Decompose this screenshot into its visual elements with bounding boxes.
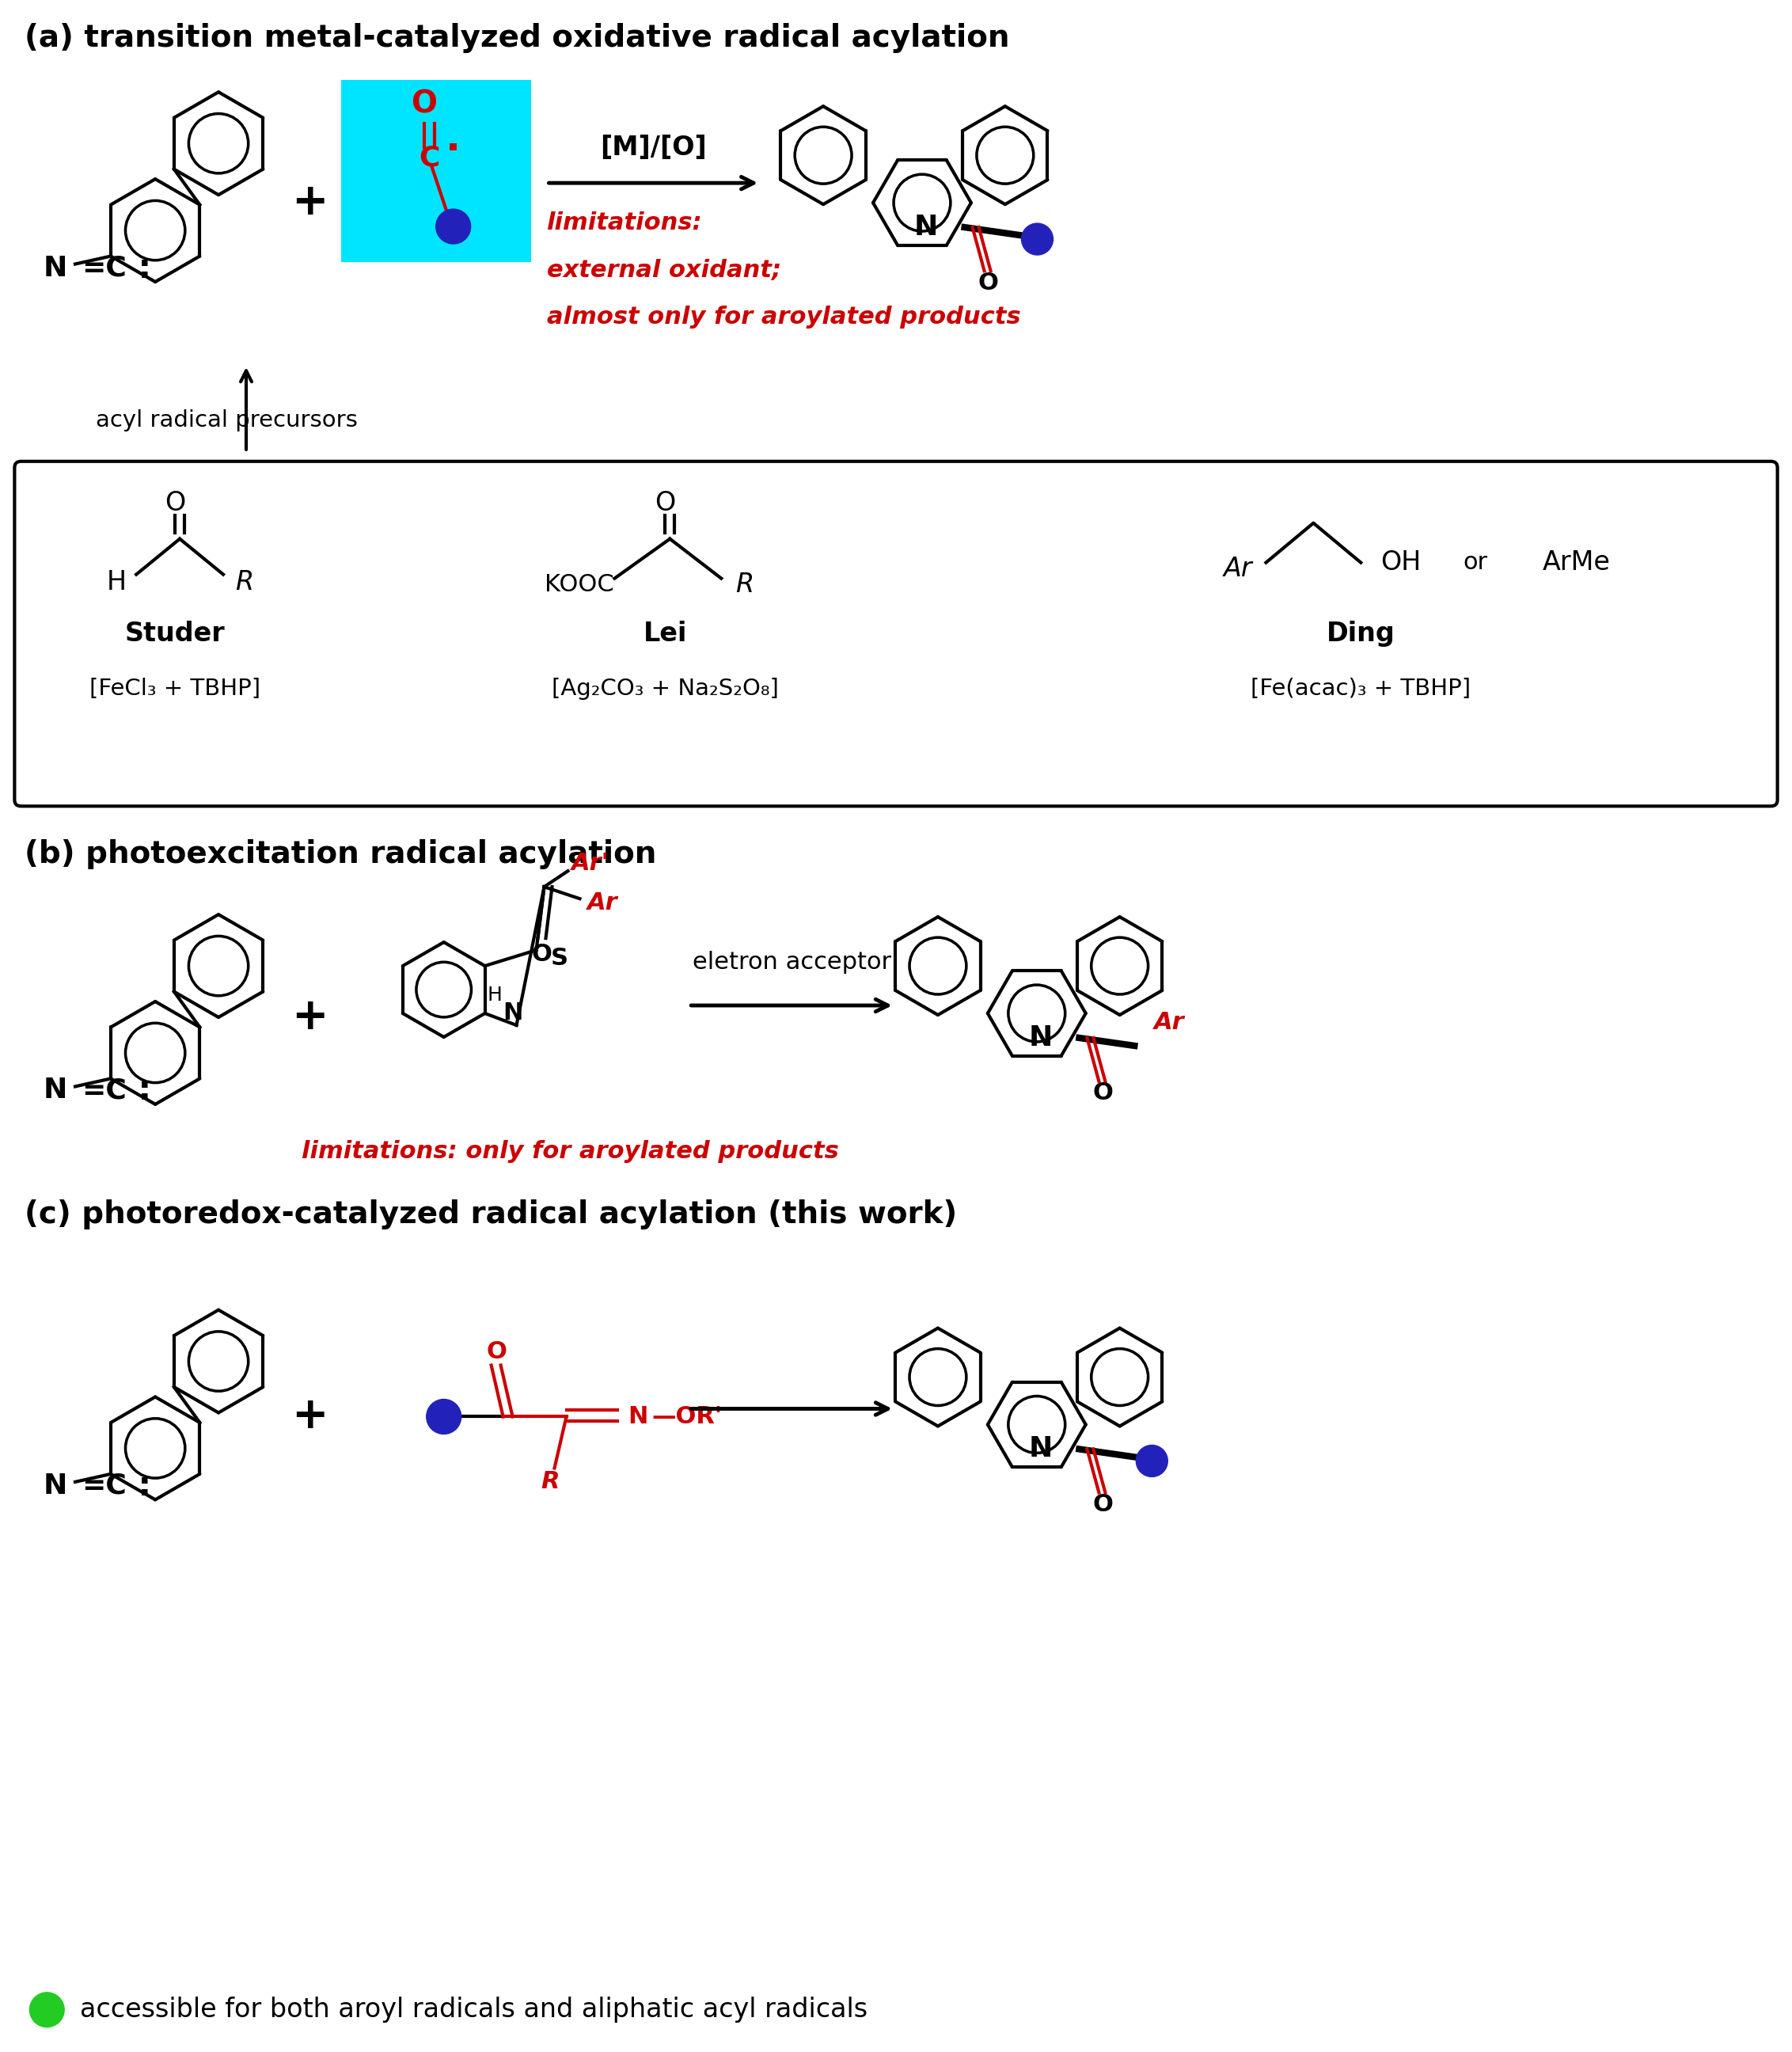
Text: O: O bbox=[410, 88, 437, 119]
Text: +: + bbox=[290, 995, 328, 1038]
Text: N: N bbox=[43, 1077, 68, 1104]
Circle shape bbox=[426, 1399, 461, 1434]
Text: =C: =C bbox=[81, 1473, 127, 1500]
Text: Studer: Studer bbox=[125, 620, 226, 646]
Text: =C: =C bbox=[81, 254, 127, 281]
Text: R: R bbox=[235, 568, 254, 595]
Text: O: O bbox=[654, 490, 676, 517]
Text: limitations:: limitations: bbox=[547, 211, 702, 234]
Text: ·: · bbox=[446, 131, 461, 168]
Text: accessible for both aroyl radicals and aliphatic acyl radicals: accessible for both aroyl radicals and a… bbox=[81, 1997, 867, 2023]
Text: Ar: Ar bbox=[1154, 1010, 1185, 1034]
Text: +: + bbox=[290, 1395, 328, 1438]
Text: H: H bbox=[487, 985, 502, 1005]
Text: —OR': —OR' bbox=[652, 1406, 722, 1428]
FancyBboxPatch shape bbox=[14, 462, 1778, 806]
Text: limitations: only for aroylated products: limitations: only for aroylated products bbox=[301, 1141, 839, 1163]
Text: Lei: Lei bbox=[643, 620, 686, 646]
Text: N: N bbox=[914, 213, 937, 240]
Text: [Ag₂CO₃ + Na₂S₂O₈]: [Ag₂CO₃ + Na₂S₂O₈] bbox=[552, 677, 780, 700]
Text: C: C bbox=[419, 144, 441, 170]
Text: :: : bbox=[127, 1469, 151, 1502]
Text: external oxidant;: external oxidant; bbox=[547, 259, 781, 281]
Text: Ar': Ar' bbox=[572, 852, 609, 874]
Text: KOOC: KOOC bbox=[545, 573, 613, 597]
Text: [M]/[O]: [M]/[O] bbox=[600, 133, 706, 160]
Text: [Fe(acac)₃ + TBHP]: [Fe(acac)₃ + TBHP] bbox=[1251, 677, 1471, 700]
Text: N: N bbox=[43, 254, 68, 281]
Text: N: N bbox=[502, 1001, 523, 1024]
Circle shape bbox=[29, 1990, 66, 2029]
Text: H: H bbox=[108, 568, 127, 595]
Text: Ar: Ar bbox=[588, 891, 618, 913]
Text: Ding: Ding bbox=[1326, 620, 1396, 646]
Text: R: R bbox=[737, 573, 754, 597]
Circle shape bbox=[435, 209, 471, 244]
Text: ArMe: ArMe bbox=[1543, 550, 1611, 577]
Text: N: N bbox=[1029, 1024, 1052, 1051]
Text: O: O bbox=[1093, 1494, 1113, 1516]
Text: (a) transition metal-catalyzed oxidative radical acylation: (a) transition metal-catalyzed oxidative… bbox=[25, 23, 1011, 53]
Text: O: O bbox=[487, 1340, 507, 1363]
Text: :: : bbox=[127, 252, 151, 285]
Text: N: N bbox=[1029, 1436, 1052, 1463]
Text: acyl radical precursors: acyl radical precursors bbox=[97, 408, 358, 431]
Text: N: N bbox=[43, 1473, 68, 1500]
Text: Ar: Ar bbox=[1224, 556, 1253, 583]
Text: =C: =C bbox=[81, 1077, 127, 1104]
Text: OH: OH bbox=[1380, 550, 1421, 577]
Text: or: or bbox=[1462, 552, 1487, 575]
Text: O: O bbox=[165, 490, 185, 517]
Text: [FeCl₃ + TBHP]: [FeCl₃ + TBHP] bbox=[90, 677, 260, 700]
Text: S: S bbox=[550, 946, 568, 969]
Text: O: O bbox=[532, 942, 552, 966]
Text: N: N bbox=[627, 1406, 649, 1428]
Text: O: O bbox=[1093, 1081, 1113, 1104]
Circle shape bbox=[1021, 224, 1054, 254]
Text: (b) photoexcitation radical acylation: (b) photoexcitation radical acylation bbox=[25, 839, 656, 870]
Bar bbox=[340, 80, 530, 263]
Text: +: + bbox=[290, 181, 328, 224]
Text: :: : bbox=[127, 1073, 151, 1108]
Circle shape bbox=[1136, 1445, 1168, 1477]
Text: (c) photoredox-catalyzed radical acylation (this work): (c) photoredox-catalyzed radical acylati… bbox=[25, 1198, 957, 1229]
Text: almost only for aroylated products: almost only for aroylated products bbox=[547, 306, 1020, 328]
Text: O: O bbox=[978, 271, 998, 293]
Text: eletron acceptor: eletron acceptor bbox=[692, 950, 891, 973]
Text: R: R bbox=[541, 1469, 559, 1494]
